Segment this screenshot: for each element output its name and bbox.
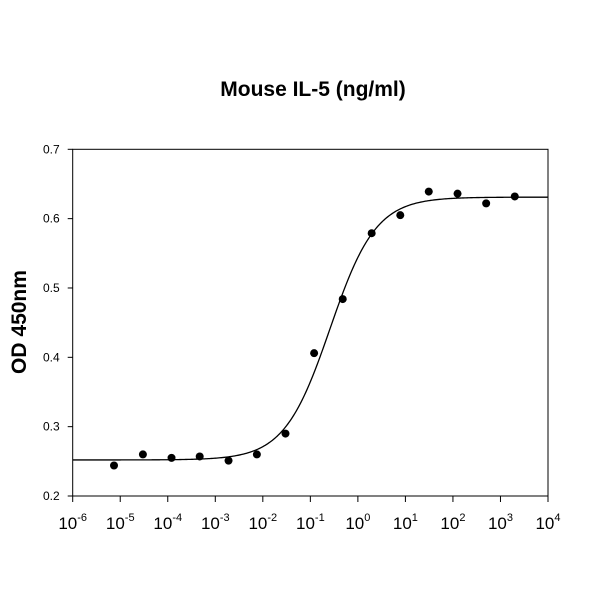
x-tick-base: 10 bbox=[201, 514, 220, 533]
x-tick-base: 10 bbox=[535, 514, 554, 533]
x-tick-label: 10-2 bbox=[248, 512, 277, 533]
data-point bbox=[338, 295, 347, 304]
x-tick-label: 10-1 bbox=[296, 512, 325, 533]
data-point bbox=[252, 450, 261, 459]
data-point bbox=[424, 187, 433, 196]
y-tick-label: 0.6 bbox=[43, 212, 60, 226]
x-tick-exponent: -6 bbox=[77, 512, 87, 524]
data-point bbox=[110, 461, 119, 470]
data-point bbox=[396, 211, 405, 220]
x-tick-exponent: 2 bbox=[459, 512, 465, 524]
x-tick-base: 10 bbox=[393, 514, 412, 533]
x-tick-base: 10 bbox=[58, 514, 77, 533]
x-tick-exponent: -5 bbox=[125, 512, 135, 524]
axes: 0.20.30.40.50.60.710-6 10-5 10-4 10-3 10-2 10… bbox=[43, 142, 561, 533]
x-tick-exponent: -4 bbox=[172, 512, 182, 524]
x-tick-exponent: 1 bbox=[412, 512, 418, 524]
plot-frame bbox=[72, 148, 549, 497]
x-tick-base: 10 bbox=[488, 514, 507, 533]
x-tick-exponent: -1 bbox=[315, 512, 325, 524]
data-point bbox=[510, 192, 519, 201]
y-tick-label: 0.3 bbox=[43, 420, 60, 434]
x-tick-base: 10 bbox=[296, 514, 315, 533]
data-point bbox=[138, 450, 147, 459]
data-point bbox=[167, 453, 176, 462]
x-tick-exponent: -2 bbox=[267, 512, 277, 524]
data-point bbox=[310, 349, 319, 358]
x-tick-label: 101 bbox=[393, 512, 418, 533]
data-points bbox=[110, 187, 519, 470]
x-tick-base: 10 bbox=[345, 514, 364, 533]
data-point bbox=[367, 229, 376, 238]
x-tick-label: 104 bbox=[535, 512, 560, 533]
x-tick-label: 100 bbox=[345, 512, 370, 533]
x-tick-base: 10 bbox=[440, 514, 459, 533]
x-tick-base: 10 bbox=[153, 514, 172, 533]
x-tick-base: 10 bbox=[248, 514, 267, 533]
fit-curve-group bbox=[72, 196, 549, 461]
data-point bbox=[195, 452, 204, 461]
fit-curve bbox=[72, 196, 549, 461]
x-tick-exponent: 3 bbox=[507, 512, 513, 524]
chart-title: Mouse IL-5 (ng/ml) bbox=[220, 78, 406, 101]
x-tick-label: 102 bbox=[440, 512, 465, 533]
x-tick-exponent: 0 bbox=[364, 512, 370, 524]
y-tick-label: 0.7 bbox=[43, 142, 60, 156]
y-tick-label: 0.4 bbox=[43, 350, 60, 364]
x-tick-label: 10-4 bbox=[153, 512, 182, 533]
data-point bbox=[281, 429, 290, 438]
x-tick-base: 10 bbox=[106, 514, 125, 533]
data-point bbox=[482, 199, 491, 208]
x-tick-label: 103 bbox=[488, 512, 513, 533]
data-point bbox=[224, 456, 233, 465]
y-axis-label: OD 450nm bbox=[8, 270, 31, 374]
x-tick-label: 10-5 bbox=[106, 512, 135, 533]
y-tick-label: 0.2 bbox=[43, 489, 60, 503]
y-tick-label: 0.5 bbox=[43, 281, 60, 295]
x-tick-exponent: 4 bbox=[554, 512, 560, 524]
x-tick-label: 10-3 bbox=[201, 512, 230, 533]
x-tick-exponent: -3 bbox=[220, 512, 230, 524]
x-tick-label: 10-6 bbox=[58, 512, 87, 533]
data-point bbox=[453, 189, 462, 198]
